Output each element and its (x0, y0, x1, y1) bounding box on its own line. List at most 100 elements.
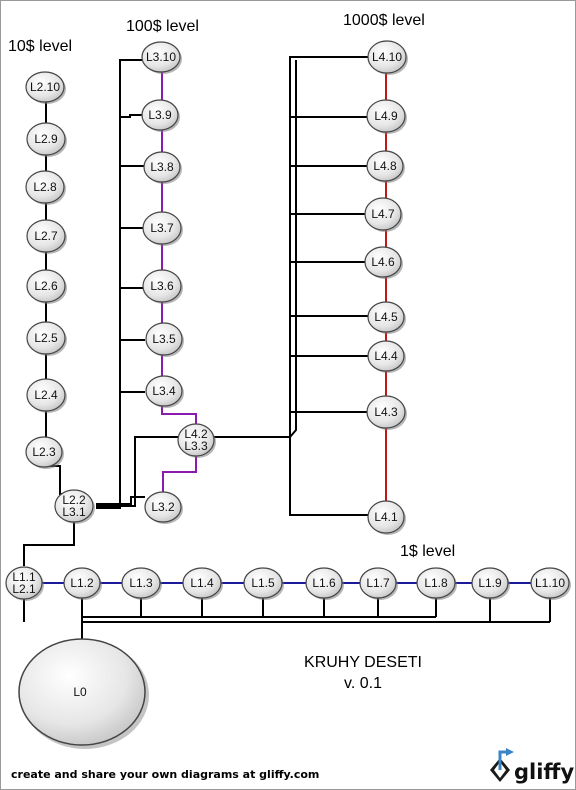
diagram-node-l3-8[interactable]: L3.8 (143, 151, 182, 184)
root-node-label: L0 (73, 685, 87, 699)
diagram-node-l1-1-l2-1[interactable]: L1.1L2.1 (5, 566, 44, 601)
diagram-node-l2-4[interactable]: L2.4 (26, 378, 67, 413)
node-label: L3.5 (152, 332, 176, 346)
level-1-nodes: L1.1L2.1 L1.2 L1.3 L1.4 L1.5 L1.6 L1.7 L1.8 L1.9… (5, 566, 571, 601)
node-label: L2.1 (12, 582, 36, 596)
node-circle (25, 170, 65, 204)
diagram-node-l1-4[interactable]: L1.4 (182, 567, 223, 600)
node-label: L1.1 (12, 570, 36, 584)
diagram-node-l4-6[interactable]: L4.6 (364, 246, 403, 279)
node-label: L4.8 (373, 159, 397, 173)
level-2-nodes: L2.2L3.1 L2.3 L2.4 L2.5 L2.6 L2.7 L2.8 L2.9 L2.1… (25, 71, 95, 524)
diagram-node-l2-8[interactable]: L2.8 (25, 170, 66, 205)
diagram-node-l3-4[interactable]: L3.4 (145, 375, 184, 408)
diagram-node-l4-4[interactable]: L4.4 (367, 340, 406, 373)
node-circle (63, 567, 101, 599)
node-label: L3.6 (150, 279, 174, 293)
node-circle (26, 269, 66, 303)
node-label: L4.4 (374, 349, 398, 363)
node-label: L1.3 (129, 576, 153, 590)
node-circle (144, 491, 182, 523)
node-circle (143, 151, 181, 183)
diagram-node-l4-3[interactable]: L4.3 (366, 395, 407, 430)
node-circle (145, 322, 183, 356)
level-label-100: 100$ level (126, 18, 199, 35)
node-circle (26, 122, 66, 156)
node-label: L3.1 (62, 505, 86, 519)
node-label: L1.7 (366, 576, 390, 590)
node-circle (5, 566, 43, 600)
root-node[interactable]: L0 (18, 638, 149, 749)
node-label: L4.2 (184, 427, 208, 441)
footer-text[interactable]: create and share your own diagrams at gl… (11, 768, 319, 781)
diagram-node-l3-5[interactable]: L3.5 (145, 322, 184, 357)
diagram-node-l2-2-l3-1[interactable]: L2.2L3.1 (54, 489, 95, 524)
diagram-node-l1-10[interactable]: L1.10 (530, 567, 571, 600)
diagram-node-l4-1[interactable]: L4.1 (367, 500, 406, 535)
diagram-node-l1-7[interactable]: L1.7 (359, 567, 398, 600)
diagram-node-l2-5[interactable]: L2.5 (26, 321, 67, 356)
node-label: L2.5 (34, 331, 58, 345)
diagram-node-l2-6[interactable]: L2.6 (26, 269, 67, 304)
node-label: L1.10 (535, 576, 565, 590)
node-circle (366, 150, 404, 182)
node-circle (25, 71, 65, 103)
node-circle (182, 567, 222, 599)
node-circle (177, 423, 215, 457)
diagram-node-l4-5[interactable]: L4.5 (367, 301, 406, 334)
node-circle (25, 436, 63, 468)
node-label: L1.9 (478, 576, 502, 590)
node-circle (366, 395, 406, 429)
node-label: L3.2 (151, 500, 175, 514)
node-label: L4.5 (374, 310, 398, 324)
node-label: L3.3 (184, 439, 208, 453)
node-label: L2.3 (32, 445, 56, 459)
diagram-node-l4-7[interactable]: L4.7 (364, 197, 403, 232)
gliffy-logo-icon[interactable] (490, 748, 514, 782)
node-label: L4.3 (374, 405, 398, 419)
node-label: L4.6 (371, 255, 395, 269)
node-label: L4.1 (374, 510, 398, 524)
node-label: L2.4 (34, 388, 58, 402)
diagram-node-l4-10[interactable]: L4.10 (367, 40, 408, 75)
diagram-node-l4-2-l3-3[interactable]: L4.2L3.3 (177, 423, 216, 458)
diagram-node-l4-8[interactable]: L4.8 (366, 150, 405, 183)
node-label: L1.6 (312, 576, 336, 590)
gliffy-brand[interactable]: gliffy (514, 760, 574, 784)
l1-bus-line (23, 595, 551, 640)
diagram-node-l1-6[interactable]: L1.6 (305, 567, 344, 600)
diagram-node-l2-9[interactable]: L2.9 (26, 122, 67, 157)
node-label: L2.2 (62, 493, 86, 507)
node-label: L3.10 (146, 50, 176, 64)
diagram-node-l3-7[interactable]: L3.7 (142, 211, 183, 246)
diagram-node-l2-10[interactable]: L2.10 (25, 71, 66, 104)
diagram-node-l4-9[interactable]: L4.9 (366, 99, 407, 134)
diagram-node-l1-9[interactable]: L1.9 (471, 567, 510, 600)
node-circle (243, 567, 283, 599)
level-3-nodes: L3.2 L4.2L3.3 L3.4 L3.5 L3.6 L3.7 L3.8 L3.9 L3.1… (141, 41, 216, 524)
l1-to-l2-link (23, 522, 75, 566)
node-circle (145, 375, 183, 407)
diagram-node-l3-9[interactable]: L3.9 (141, 99, 180, 132)
diagram-node-l3-6[interactable]: L3.6 (142, 269, 183, 304)
diagram-node-l1-8[interactable]: L1.8 (416, 567, 457, 600)
node-label: L3.8 (150, 160, 174, 174)
node-circle (26, 219, 66, 253)
diagram-node-l2-7[interactable]: L2.7 (26, 219, 67, 254)
node-circle (530, 567, 570, 599)
node-label: L2.6 (34, 279, 58, 293)
node-label: L1.4 (190, 576, 214, 590)
diagram-node-l3-10[interactable]: L3.10 (141, 41, 182, 74)
diagram-node-l3-2[interactable]: L3.2 (144, 491, 183, 524)
diagram-node-l1-2[interactable]: L1.2 (63, 567, 102, 600)
diagram-node-l1-3[interactable]: L1.3 (121, 567, 162, 600)
node-circle (305, 567, 343, 599)
node-label: L1.8 (424, 576, 448, 590)
diagram-node-l1-5[interactable]: L1.5 (243, 567, 284, 600)
node-circle (471, 567, 509, 599)
diagram-version: v. 0.1 (344, 675, 382, 692)
diagram-node-l2-3[interactable]: L2.3 (25, 436, 64, 469)
node-label: L2.10 (30, 80, 60, 94)
connector-lines (23, 56, 551, 640)
